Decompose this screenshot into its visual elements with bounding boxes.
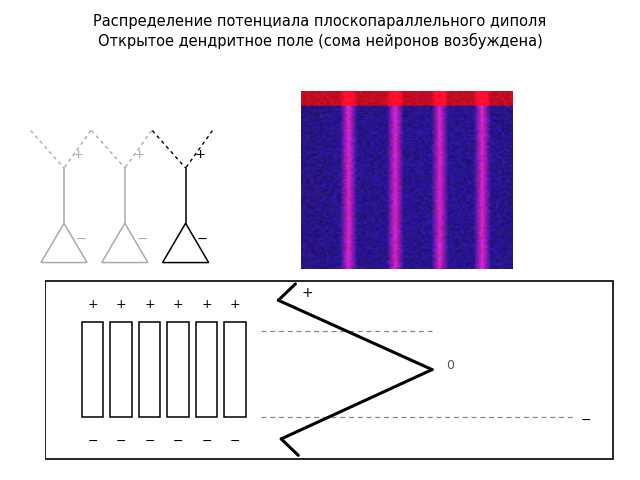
Bar — [82, 322, 104, 417]
Text: +: + — [201, 298, 212, 311]
Text: +: + — [144, 298, 155, 311]
Bar — [167, 322, 189, 417]
Text: +: + — [87, 298, 98, 311]
Text: +: + — [173, 298, 184, 311]
Text: +: + — [134, 148, 145, 161]
Text: −: − — [116, 435, 126, 448]
Text: −: − — [145, 435, 155, 448]
Bar — [139, 322, 161, 417]
Text: +: + — [195, 148, 205, 161]
Text: −: − — [136, 232, 147, 246]
Bar — [110, 322, 132, 417]
Text: −: − — [88, 435, 98, 448]
Text: 0: 0 — [446, 360, 454, 372]
Bar — [196, 322, 218, 417]
Text: Открытое дендритное поле (сома нейронов возбуждена): Открытое дендритное поле (сома нейронов … — [98, 33, 542, 49]
Text: −: − — [173, 435, 183, 448]
Text: −: − — [197, 232, 208, 246]
Text: +: + — [73, 148, 84, 161]
Text: +: + — [301, 286, 313, 300]
Text: +: + — [116, 298, 127, 311]
Text: −: − — [202, 435, 212, 448]
Text: −: − — [230, 435, 240, 448]
Text: Распределение потенциала плоскопараллельного диполя: Распределение потенциала плоскопараллель… — [93, 14, 547, 29]
Text: +: + — [230, 298, 241, 311]
Text: −: − — [580, 414, 591, 427]
Text: −: − — [76, 232, 86, 246]
Bar — [224, 322, 246, 417]
